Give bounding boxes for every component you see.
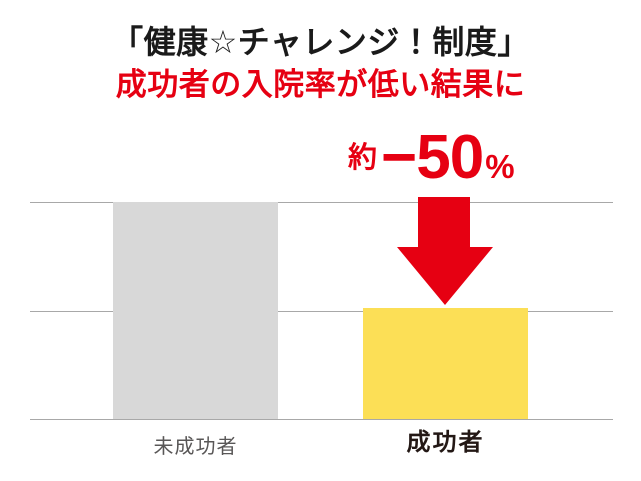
annotation-prefix: 約 xyxy=(348,141,378,174)
bar-successful xyxy=(363,308,528,419)
down-arrow-shape xyxy=(397,197,493,305)
gridline xyxy=(30,202,613,203)
category-label-successful: 成功者 xyxy=(406,429,485,456)
page-title: 「健康☆チャレンジ！制度」 xyxy=(111,24,530,60)
down-arrow-icon xyxy=(397,197,493,305)
category-label-unsuccessful: 未成功者 xyxy=(153,436,238,458)
gridline xyxy=(30,310,613,312)
annotation-unit: % xyxy=(485,147,515,185)
bar-unsuccessful xyxy=(113,202,278,419)
reduction-annotation: 約 −50 % xyxy=(348,127,515,189)
annotation-value: −50 xyxy=(381,123,484,192)
chart-subtitle: 成功者の入院率が低い結果に xyxy=(115,67,526,102)
gridline xyxy=(30,419,613,420)
